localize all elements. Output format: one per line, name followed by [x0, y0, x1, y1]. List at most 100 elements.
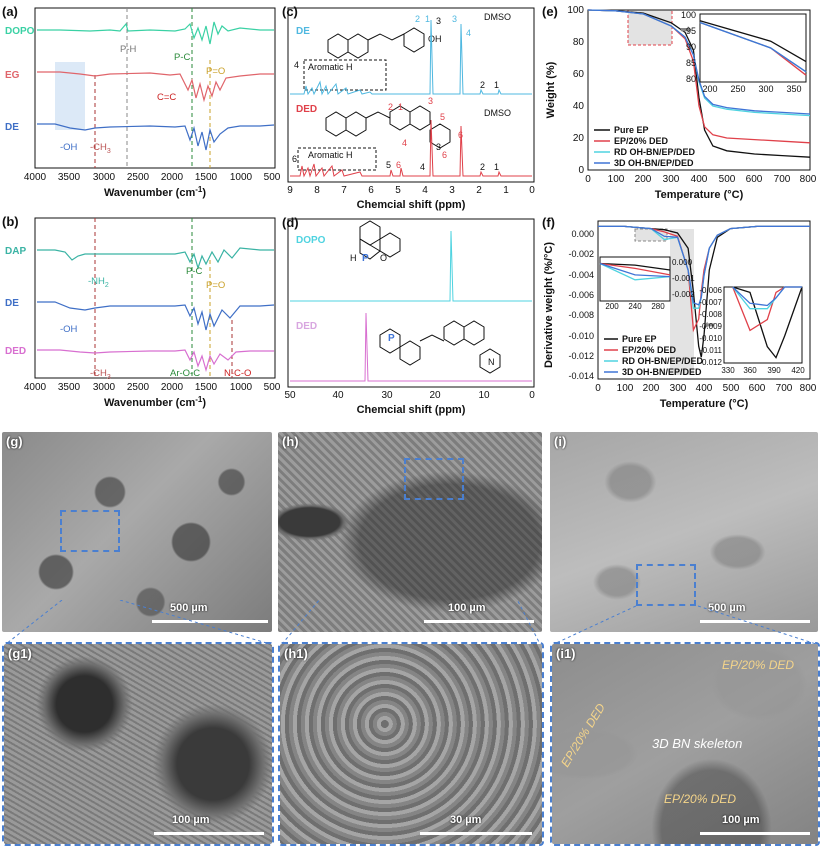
legend-label: Pure EP	[622, 334, 657, 344]
scale-bar	[152, 620, 268, 623]
zoom-connectors	[5, 600, 817, 645]
x-tick: 700	[774, 174, 791, 185]
inset-x-tick: 250	[730, 84, 745, 94]
ann-aroc: Ar-O-C	[170, 368, 200, 379]
panel-label: (c)	[282, 4, 298, 19]
de-struct-oh: OH	[428, 34, 442, 44]
sem-panel-label: (h1)	[284, 646, 308, 661]
series-line-4	[732, 286, 802, 307]
connector-line	[119, 600, 271, 645]
x-tick: 2500	[127, 172, 150, 183]
x-tick: 30	[381, 390, 393, 401]
dopo-structure	[359, 220, 401, 260]
sem-image-g1: (g1) 100 µm	[2, 642, 274, 846]
x-tick: 400	[691, 174, 708, 185]
x-tick: 4000	[24, 172, 47, 183]
plot-frame	[597, 220, 811, 380]
de-nmr-line	[290, 19, 532, 96]
inset2-y-tick: -0.008	[699, 310, 722, 319]
sem-image-h1: (h1) 30 µm	[278, 642, 544, 846]
legend-label: 3D OH-BN/EP/DED	[614, 158, 694, 168]
inset2-y-tick: -0.010	[699, 334, 722, 343]
inset2-y-tick: -0.011	[700, 346, 723, 355]
panel-label: (a)	[2, 4, 18, 19]
x-axis-label: Chemcial shift (ppm)	[357, 199, 466, 211]
y-tick: -0.014	[568, 371, 594, 381]
inset1-x-tick: 200	[605, 302, 619, 311]
inset-frame	[699, 13, 807, 83]
inset2-y-tick: -0.009	[699, 322, 722, 331]
legend-label: 3D OH-BN/EP/DED	[622, 367, 702, 377]
plot-frame	[287, 218, 535, 388]
scale-label: 500 µm	[170, 602, 208, 614]
de-peak-num: 3	[436, 16, 441, 26]
panel-label: (d)	[282, 215, 299, 230]
y-tick: -0.006	[568, 290, 594, 300]
series-line-1	[587, 9, 811, 158]
plot-frame	[587, 9, 811, 171]
panel-label: (b)	[2, 214, 19, 229]
x-tick: 1000	[230, 172, 253, 183]
phase-label: EP/20% DED	[558, 700, 609, 770]
inset1-series	[599, 262, 671, 281]
x-tick: 500	[264, 172, 280, 183]
x-tick: 3500	[58, 382, 81, 393]
zoom-region	[404, 458, 464, 500]
x-tick: 200	[643, 383, 660, 394]
inset2-y-tick: -0.007	[699, 298, 722, 307]
ded-peak-num: 2	[480, 162, 485, 172]
x-tick: 1	[503, 185, 509, 196]
x-tick: 7	[341, 185, 347, 196]
scale-label: 100 µm	[172, 814, 210, 826]
ded-p-nmr-line	[290, 312, 532, 382]
panel-e: (e) ➡ 100 95 90 85 80 200 250 300 350 Pu…	[542, 4, 817, 201]
x-tick: 5	[395, 185, 401, 196]
ann-po: P=O	[206, 280, 225, 291]
ded-nmr-line	[290, 119, 532, 178]
arrow-icon: ⬅	[704, 317, 715, 332]
ded-structure	[325, 105, 451, 149]
y-tick: 20	[573, 133, 585, 144]
x-ticks: 4000 3500 3000 2500 2000 1500 1000 500	[24, 172, 280, 183]
x-tick: 600	[746, 174, 763, 185]
x-tick: 100	[617, 383, 634, 394]
sem-image-h: (h) 100 µm	[278, 432, 542, 632]
aromatic-label-ded: Aromatic H	[308, 150, 353, 160]
series-label-dopo: DOPO	[5, 26, 35, 37]
series-line-1	[699, 20, 807, 63]
de-struct-num: 1	[425, 14, 430, 24]
y-tick: -0.010	[568, 331, 594, 341]
x-ticks: 9 8 7 6 5 4 3 2 1 0	[287, 185, 535, 196]
series-line-3	[599, 262, 671, 281]
dopo-spectrum	[37, 21, 274, 45]
x-tick: 0	[595, 383, 601, 394]
x-tick: 3	[449, 185, 455, 196]
scale-bar	[424, 620, 534, 623]
inset1-y-tick: 0.000	[672, 258, 693, 267]
x-tick: 3500	[58, 172, 81, 183]
plot-frame	[287, 7, 535, 183]
series-line-4	[587, 9, 811, 115]
x-ticks: 4000 3500 3000 2500 2000 1500 1000 500	[24, 382, 280, 393]
legend-label: Pure EP	[614, 125, 649, 135]
legend-label: RD OH-BN/EP/DED	[614, 147, 696, 157]
de-struct-num: 2	[415, 14, 420, 24]
ded-struct-num: 4	[402, 138, 407, 148]
zoom-region	[60, 510, 120, 552]
inset-y-tick: 85	[686, 58, 696, 68]
ded-struct-num: 1	[398, 102, 403, 112]
x-tick: 40	[332, 390, 344, 401]
x-tick: 500	[723, 383, 740, 394]
series-line-4	[599, 262, 671, 278]
inset2-x-tick: 420	[791, 366, 805, 375]
zoom-region	[636, 564, 696, 606]
x-tick: 4000	[24, 382, 47, 393]
de-peak-num: 4	[294, 60, 299, 70]
x-tick: 10	[478, 390, 490, 401]
scale-label: 100 µm	[448, 602, 486, 614]
ann-pc: P-C	[186, 266, 203, 277]
y-tick: 40	[573, 101, 585, 112]
inset2-series	[732, 286, 803, 359]
x-ticks: 50 40 30 20 10 0	[284, 390, 535, 401]
x-tick: 300	[670, 383, 687, 394]
